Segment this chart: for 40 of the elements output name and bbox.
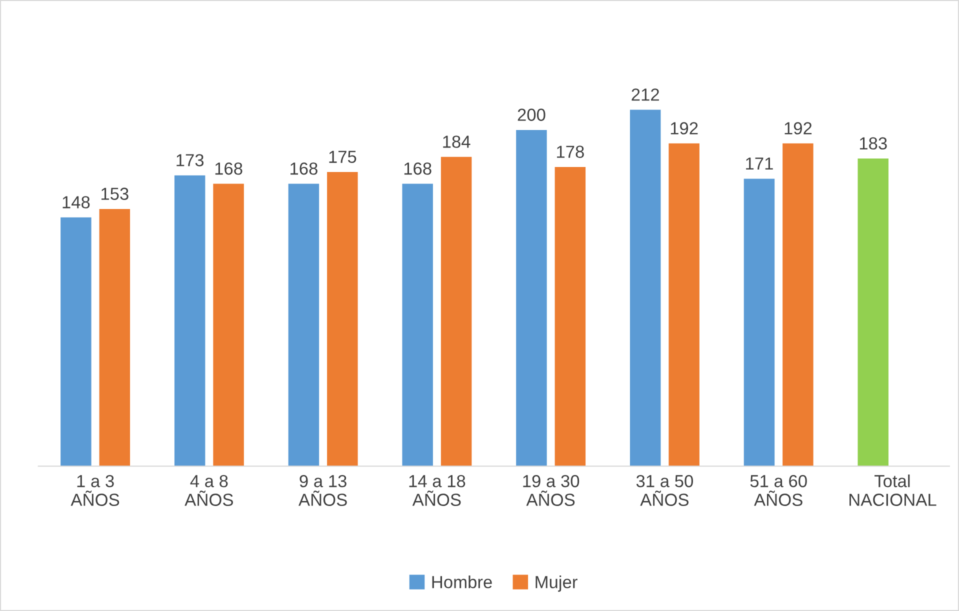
data-label: 184 <box>443 136 470 148</box>
data-label: 173 <box>176 154 204 166</box>
bar <box>99 208 130 466</box>
data-label: 168 <box>215 162 242 175</box>
bar <box>60 217 92 466</box>
data-label: 153 <box>102 188 128 200</box>
bar <box>858 158 888 466</box>
x-tick-label: 19 a 30 AÑOS <box>523 474 580 506</box>
bar <box>782 143 814 466</box>
x-tick-label: 51 a 60 AÑOS <box>750 474 807 506</box>
x-tick-label: 1 a 3 AÑOS <box>70 474 120 506</box>
bar <box>288 184 320 466</box>
x-tick-label: 9 a 13 AÑOS <box>298 474 347 506</box>
data-label: 175 <box>329 150 356 163</box>
bar <box>213 184 244 466</box>
data-label: 183 <box>860 137 887 150</box>
x-tick-label: 14 a 18 AÑOS <box>409 474 466 506</box>
bar <box>744 178 775 466</box>
x-tick-label: 31 a 50 AÑOS <box>636 474 693 506</box>
x-tick-label: 4 a 8 AÑOS <box>184 474 233 506</box>
data-label: 212 <box>632 88 659 101</box>
bar <box>327 172 358 466</box>
data-label: 178 <box>557 146 584 158</box>
bar <box>668 143 700 466</box>
x-tick-label: Total NACIONAL <box>850 474 936 506</box>
bar <box>516 130 547 466</box>
data-label: 171 <box>746 158 773 170</box>
bar <box>174 175 206 466</box>
bar <box>402 184 433 466</box>
legend-label: Hombre <box>432 576 492 588</box>
data-label: 192 <box>784 122 812 134</box>
bar <box>554 166 586 466</box>
data-label: 148 <box>62 196 90 208</box>
legend-label: Mujer <box>536 576 578 592</box>
bar <box>440 156 472 466</box>
data-label: 168 <box>404 162 432 175</box>
data-label: 200 <box>518 108 546 121</box>
data-label: 168 <box>290 162 318 175</box>
data-label: 192 <box>670 122 698 134</box>
bar <box>630 110 661 466</box>
